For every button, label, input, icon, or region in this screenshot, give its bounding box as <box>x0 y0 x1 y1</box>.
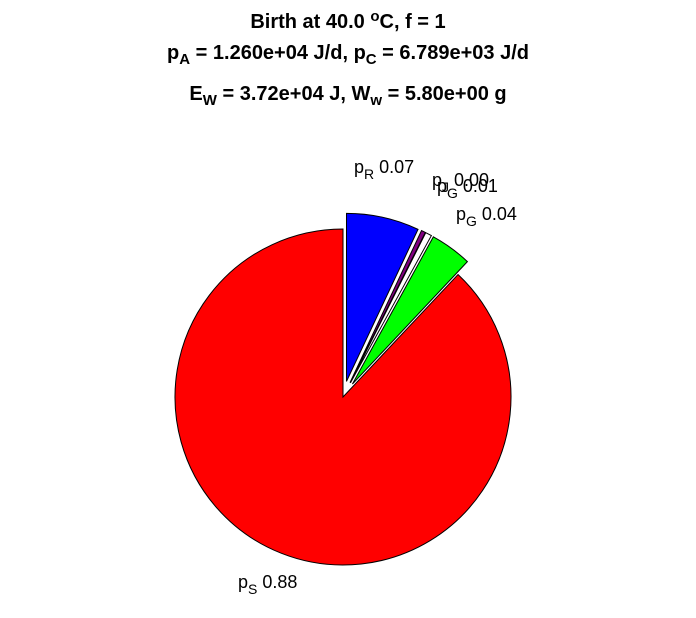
title-line-3: EW = 3.72e+04 J, Ww = 5.80e+00 g <box>0 83 696 109</box>
slice-label-0: pS 0.88 <box>238 572 297 597</box>
pie-slice-pg-4 <box>351 236 469 385</box>
title-line-1: Birth at 40.0 oC, f = 1 <box>0 8 696 34</box>
title-line-1-tail: C, f = 1 <box>379 11 446 33</box>
pa-value: = 1.260e+04 J/d, <box>190 42 354 64</box>
pc-symbol: p <box>353 42 366 64</box>
slice-label-2: pJ 0.00 <box>432 170 489 195</box>
pie-slice-pj-2 <box>349 229 426 383</box>
pc-value: = 6.789e+03 J/d <box>376 42 529 64</box>
pa-subscript: A <box>179 51 191 68</box>
ww-subscript: w <box>370 92 383 109</box>
ew-subscript: W <box>202 92 217 109</box>
slice-label-1: pR 0.07 <box>354 157 414 182</box>
ew-symbol: E <box>189 83 203 105</box>
title-line-1-text: Birth at 40.0 <box>250 11 371 33</box>
pc-subscript: C <box>365 51 377 68</box>
pa-symbol: p <box>167 42 180 64</box>
ww-symbol: W <box>351 83 371 105</box>
title-line-1-degree: o <box>370 8 380 25</box>
ew-value: = 3.72e+04 J, <box>216 83 352 105</box>
slice-label-4: pG 0.04 <box>456 204 517 229</box>
ww-value: = 5.80e+00 g <box>382 83 507 105</box>
slice-label-3: pG 0.01 <box>437 176 498 201</box>
pie-slice-pr-1 <box>345 212 419 382</box>
pie-slice-pg-3 <box>349 231 433 384</box>
pie-slice-ps-0 <box>174 228 512 566</box>
title-line-2: pA = 1.260e+04 J/d, pC = 6.789e+03 J/d <box>0 42 696 68</box>
